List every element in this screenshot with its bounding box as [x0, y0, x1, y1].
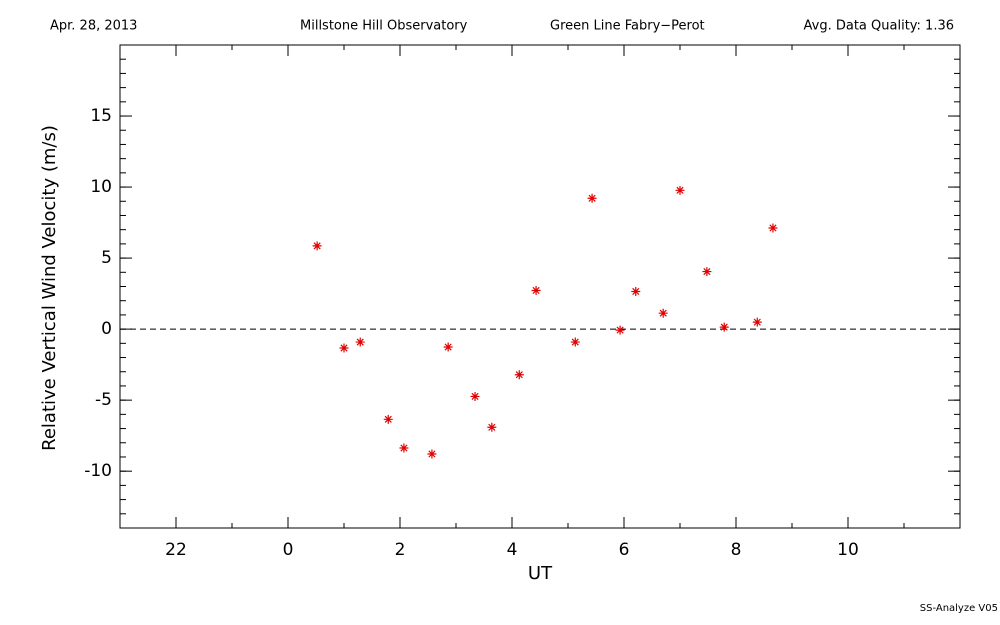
data-point — [768, 223, 778, 233]
x-tick-label: 4 — [507, 540, 518, 560]
data-point — [487, 422, 497, 432]
y-tick-label: -5 — [95, 390, 112, 410]
x-tick-label: 10 — [837, 540, 859, 560]
data-point — [383, 414, 393, 424]
x-axis-label: UT — [528, 563, 553, 584]
data-point — [752, 317, 762, 327]
data-point — [587, 193, 597, 203]
data-point — [399, 443, 409, 453]
instrument: Green Line Fabry−Perot — [550, 19, 705, 34]
x-tick-label: 8 — [731, 540, 742, 560]
data-point — [470, 391, 480, 401]
data-point — [427, 449, 437, 459]
data-point — [339, 343, 349, 353]
x-tick-label: 6 — [619, 540, 630, 560]
y-axis-label: Relative Vertical Wind Velocity (m/s) — [39, 125, 60, 451]
data-quality: Avg. Data Quality: 1.36 — [804, 19, 954, 34]
data-point — [443, 342, 453, 352]
data-point — [312, 241, 322, 251]
y-tick-label: 0 — [101, 319, 112, 339]
y-tick-label: 15 — [90, 106, 112, 126]
observatory: Millstone Hill Observatory — [300, 19, 468, 34]
data-point — [702, 267, 712, 277]
data-point — [355, 337, 365, 347]
y-tick-label: 10 — [90, 177, 112, 197]
date: Apr. 28, 2013 — [50, 19, 137, 34]
x-tick-label: 0 — [283, 540, 294, 560]
data-point — [631, 286, 641, 296]
data-point — [675, 185, 685, 195]
footer: SS-Analyze V05 — [920, 603, 998, 614]
y-tick-label: -10 — [84, 461, 112, 481]
data-point — [615, 325, 625, 335]
data-point — [570, 337, 580, 347]
x-tick-label: 22 — [165, 540, 187, 560]
data-point — [658, 308, 668, 318]
data-point — [514, 370, 524, 380]
y-tick-label: 5 — [101, 248, 112, 268]
x-tick-label: 2 — [395, 540, 406, 560]
data-point — [531, 285, 541, 295]
data-point — [719, 322, 729, 332]
plot-frame — [119, 44, 961, 529]
